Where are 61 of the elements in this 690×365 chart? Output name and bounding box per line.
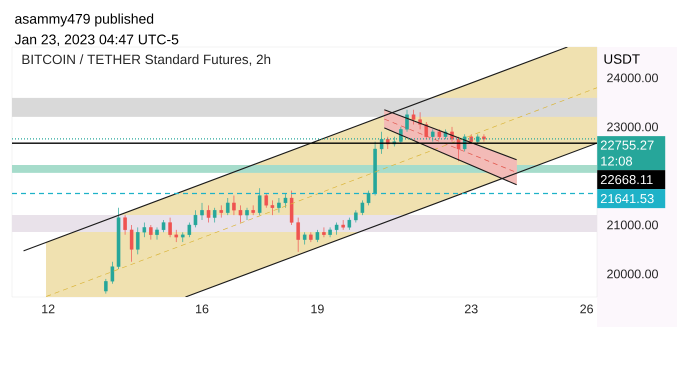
line-series xyxy=(46,87,598,297)
candlestick xyxy=(258,188,262,216)
candlestick xyxy=(162,220,166,233)
candlestick xyxy=(334,222,338,236)
candlestick xyxy=(149,224,153,240)
candlestick xyxy=(212,207,216,223)
candlestick xyxy=(123,214,127,236)
candlestick xyxy=(110,261,114,284)
candlestick xyxy=(341,220,345,230)
candlestick xyxy=(245,207,249,220)
candlestick xyxy=(354,210,358,223)
candlestick xyxy=(438,129,442,140)
x-tick-label: 23 xyxy=(464,304,478,314)
candlestick xyxy=(309,232,313,242)
candlestick xyxy=(188,222,192,238)
candlestick xyxy=(270,200,274,216)
y-axis-title: USDT xyxy=(604,54,640,64)
candlestick xyxy=(174,229,178,242)
candlestick xyxy=(328,227,332,238)
candlestick xyxy=(284,192,288,208)
candlestick xyxy=(348,217,352,230)
candlestick xyxy=(226,198,230,216)
y-tick-label: 20000.00 xyxy=(607,270,658,278)
candlestick xyxy=(194,210,198,228)
candlestick xyxy=(302,232,306,245)
candlestick xyxy=(130,224,134,262)
candlestick xyxy=(104,278,108,294)
candlestick xyxy=(232,195,236,216)
candlestick xyxy=(200,202,204,220)
x-tick-label: 19 xyxy=(311,304,324,314)
y-tick-label: 21000.00 xyxy=(607,220,658,230)
ref-line-label: 21641.53 xyxy=(600,194,654,204)
text: Jan 23, 2023 04:47 UTC-5 xyxy=(14,34,178,46)
y-tick-label: 23000.00 xyxy=(607,122,658,132)
y-tick-label: 24000.00 xyxy=(607,73,658,82)
candlestick xyxy=(155,227,159,240)
candlestick xyxy=(316,229,320,242)
candlestick xyxy=(277,198,281,214)
candlestick xyxy=(180,232,185,242)
x-tick-label: 12 xyxy=(42,304,54,314)
candlestick xyxy=(405,109,409,132)
candlestick xyxy=(136,227,140,255)
candlestick xyxy=(142,222,146,238)
text: 12:08 xyxy=(601,156,632,166)
candlestick xyxy=(296,217,300,252)
candlestick xyxy=(322,227,326,238)
candlestick xyxy=(264,192,268,208)
candlestick xyxy=(206,204,210,223)
x-tick-label: 16 xyxy=(196,304,208,314)
ref-line-label: 22755.27 xyxy=(600,140,654,150)
candlestick xyxy=(168,217,172,238)
candlestick xyxy=(219,204,224,218)
x-tick-label: 26 xyxy=(580,304,593,314)
candlestick xyxy=(412,109,416,125)
candlestick xyxy=(360,200,364,216)
candlestick xyxy=(238,204,242,223)
candlestick xyxy=(251,204,255,216)
candlestick xyxy=(366,190,370,206)
chart-title: BITCOIN / TETHER Standard Futures, 2h xyxy=(22,54,270,66)
ref-line-label: 22668.11 xyxy=(600,175,653,184)
chart-subtitle: asammy479 published xyxy=(15,14,154,27)
